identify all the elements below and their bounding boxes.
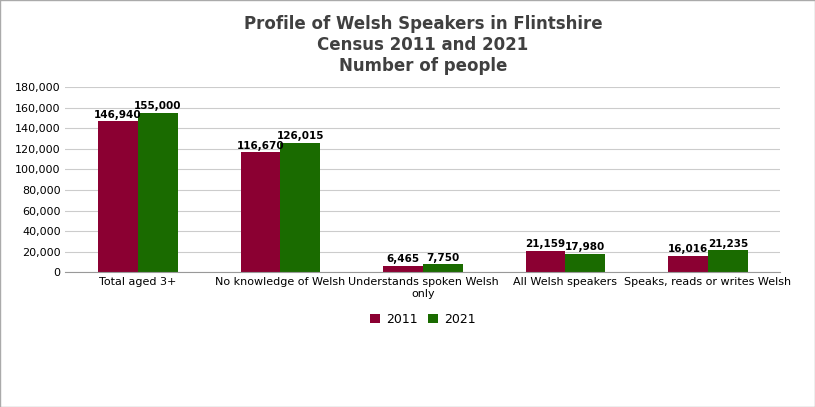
Text: 16,016: 16,016 (668, 244, 708, 254)
Text: 126,015: 126,015 (276, 131, 324, 141)
Text: 6,465: 6,465 (386, 254, 420, 264)
Bar (240, 152, 280, 272)
Bar (526, 251, 566, 272)
Bar (566, 254, 606, 272)
Text: 155,000: 155,000 (134, 101, 182, 112)
Bar (280, 143, 320, 272)
Title: Profile of Welsh Speakers in Flintshire
Census 2011 and 2021
Number of people: Profile of Welsh Speakers in Flintshire … (244, 15, 602, 74)
Bar (668, 256, 708, 272)
Bar (138, 113, 178, 272)
Bar (423, 264, 463, 272)
Text: 7,750: 7,750 (426, 253, 460, 263)
Legend: 2011, 2021: 2011, 2021 (365, 308, 481, 331)
Text: 17,980: 17,980 (566, 242, 606, 252)
Bar (708, 250, 748, 272)
Bar (383, 266, 423, 272)
Text: 116,670: 116,670 (236, 141, 284, 151)
Bar (98, 121, 138, 272)
Text: 21,235: 21,235 (708, 239, 748, 249)
Text: 146,940: 146,940 (94, 110, 142, 120)
Text: 21,159: 21,159 (526, 239, 566, 249)
